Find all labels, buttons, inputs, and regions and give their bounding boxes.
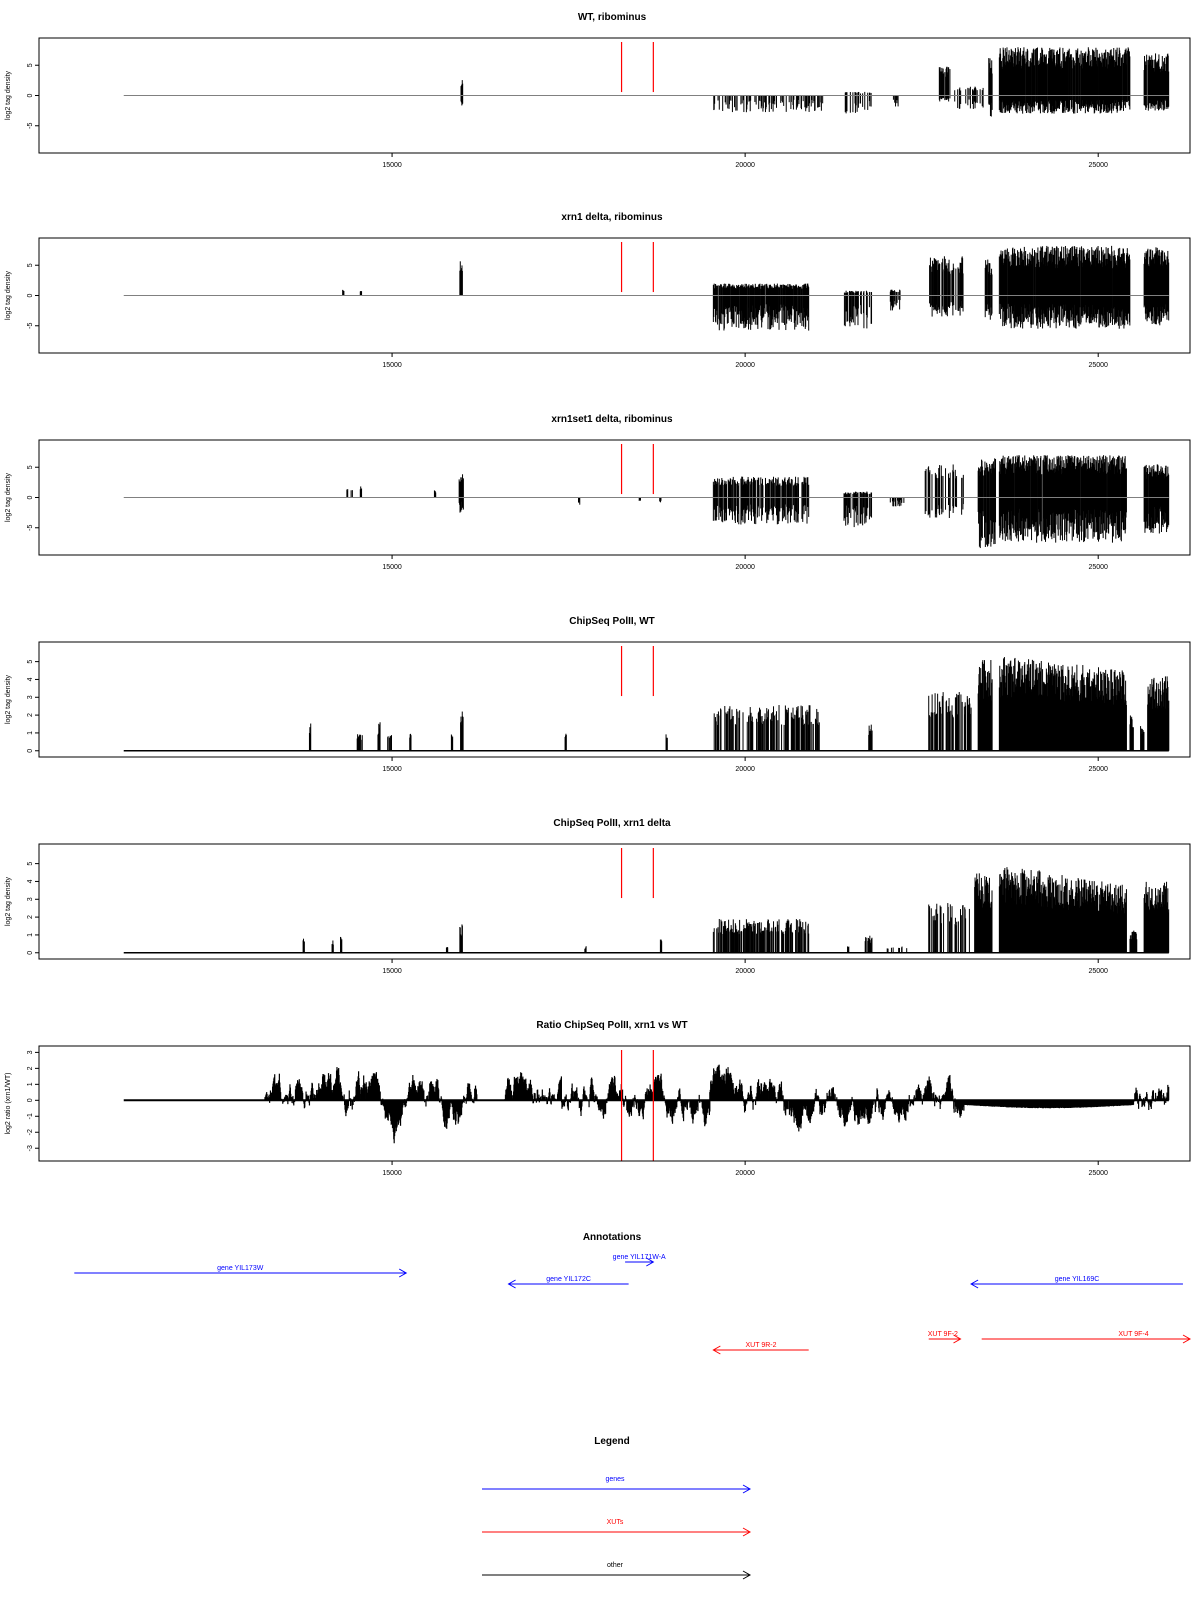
y-tick-label: 0: [27, 293, 34, 297]
y-tick-label: 0: [27, 495, 34, 499]
panel-title: WT, ribominus: [578, 12, 647, 23]
y-axis-label: log2 tag density: [5, 472, 12, 522]
y-tick-label: -5: [27, 123, 34, 129]
y-tick-label: -5: [27, 525, 34, 531]
track-panel: ChipSeq PolII, WT log2 tag density 0 1 2 3 4 5 1…: [5, 616, 1191, 773]
data-bars: [308, 657, 1170, 751]
panel-title: ChipSeq PolII, WT: [569, 616, 655, 627]
y-axis-label: log2 ratio (xrn1/WT): [5, 1073, 12, 1135]
y-tick-label: 2: [27, 915, 34, 919]
y-tick-label: 5: [27, 263, 34, 267]
x-tick-label: 15000: [382, 362, 402, 369]
x-tick-label: 15000: [382, 564, 402, 571]
panel-title: Ratio ChipSeq PolII, xrn1 vs WT: [536, 1020, 687, 1031]
x-tick-label: 25000: [1088, 162, 1108, 169]
y-axis-label: log2 tag density: [5, 674, 12, 724]
x-tick-label: 15000: [382, 968, 402, 975]
panel-title: xrn1set1 delta, ribominus: [551, 414, 673, 425]
data-bars: [302, 867, 1170, 953]
x-tick-label: 15000: [382, 162, 402, 169]
x-tick-label: 20000: [735, 564, 755, 571]
y-tick-label: 4: [27, 677, 34, 681]
y-axis-label: log2 tag density: [5, 70, 12, 120]
track-panel: xrn1set1 delta, ribominus log2 tag densit…: [5, 414, 1191, 571]
y-tick-label: 0: [27, 749, 34, 753]
y-tick-label: 3: [27, 897, 34, 901]
y-tick-label: 0: [27, 93, 34, 97]
panel-title: xrn1 delta, ribominus: [561, 212, 663, 223]
y-axis-label: log2 tag density: [5, 876, 12, 926]
y-tick-label: 5: [27, 63, 34, 67]
y-tick-label: 3: [27, 695, 34, 699]
x-tick-label: 20000: [735, 162, 755, 169]
track-panel: ChipSeq PolII, xrn1 delta log2 tag densit…: [5, 818, 1191, 975]
y-tick-label: 4: [27, 879, 34, 883]
x-tick-label: 15000: [382, 766, 402, 773]
track-panel: Ratio ChipSeq PolII, xrn1 vs WT log2 rati…: [5, 1020, 1191, 1177]
y-axis-label: log2 tag density: [5, 270, 12, 320]
x-tick-label: 20000: [735, 968, 755, 975]
data-bars: [264, 1064, 1170, 1144]
track-panel: WT, ribominus log2 tag density -5 0 5 15000 20…: [5, 12, 1191, 169]
x-tick-label: 25000: [1088, 766, 1108, 773]
panel-title: ChipSeq PolII, xrn1 delta: [553, 818, 671, 829]
y-tick-label: 1: [27, 731, 34, 735]
x-tick-label: 20000: [735, 766, 755, 773]
data-bars: [460, 47, 1170, 117]
y-tick-label: 5: [27, 862, 34, 866]
plot-frame: [38, 843, 1191, 960]
y-tick-label: 1: [27, 933, 34, 937]
x-tick-label: 20000: [735, 362, 755, 369]
data-bars: [346, 455, 1170, 549]
track-panel: xrn1 delta, ribominus log2 tag density -5 0…: [5, 212, 1191, 369]
y-tick-label: 5: [27, 660, 34, 664]
y-tick-label: 5: [27, 465, 34, 469]
y-tick-label: 2: [27, 713, 34, 717]
plot-frame: [38, 641, 1191, 758]
data-bars: [342, 245, 1170, 331]
x-tick-label: 25000: [1088, 362, 1108, 369]
y-tick-label: 0: [27, 951, 34, 955]
x-tick-label: 25000: [1088, 564, 1108, 571]
x-tick-label: 25000: [1088, 968, 1108, 975]
y-tick-label: -5: [27, 323, 34, 329]
